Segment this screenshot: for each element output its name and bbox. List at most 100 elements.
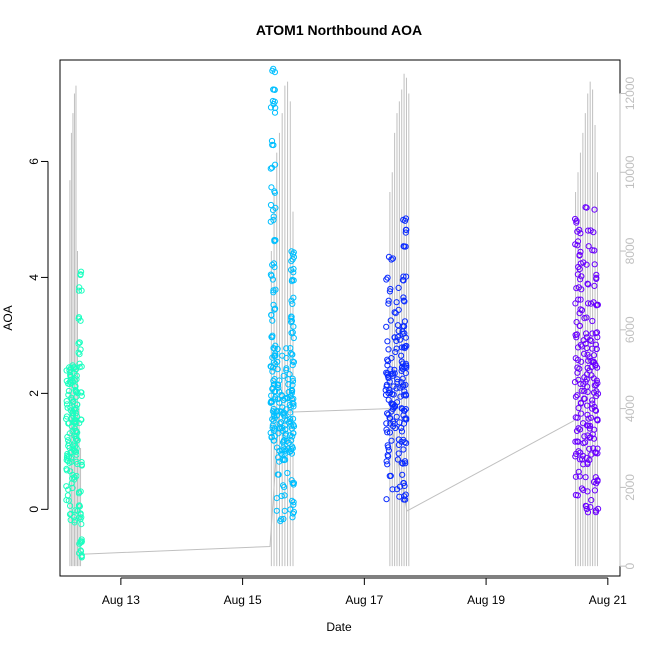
data-point bbox=[391, 366, 398, 373]
data-point bbox=[73, 410, 80, 417]
data-point bbox=[289, 375, 296, 382]
data-point bbox=[575, 296, 582, 303]
data-point bbox=[584, 488, 591, 495]
data-point bbox=[401, 298, 408, 305]
data-point bbox=[273, 412, 281, 419]
data-point bbox=[575, 344, 582, 351]
data-point bbox=[76, 514, 83, 521]
data-point bbox=[281, 507, 288, 514]
data-point bbox=[288, 258, 295, 265]
data-point bbox=[281, 456, 288, 464]
data-point bbox=[593, 275, 600, 282]
data-point bbox=[580, 487, 587, 494]
data-point bbox=[76, 550, 83, 557]
data-point bbox=[269, 317, 276, 324]
data-point bbox=[280, 411, 287, 418]
data-point bbox=[282, 426, 289, 433]
data-point bbox=[583, 334, 591, 341]
x-tick-label: Aug 21 bbox=[589, 593, 627, 607]
data-point bbox=[572, 241, 579, 248]
data-point bbox=[575, 468, 582, 475]
data-point bbox=[289, 480, 296, 487]
data-point bbox=[75, 287, 83, 294]
data-point bbox=[402, 217, 409, 224]
data-point bbox=[574, 356, 582, 363]
data-point bbox=[275, 454, 282, 461]
data-point bbox=[386, 386, 393, 393]
data-point bbox=[389, 486, 396, 493]
data-point bbox=[76, 420, 83, 427]
data-point bbox=[268, 137, 276, 145]
data-point bbox=[576, 266, 583, 273]
data-point bbox=[271, 86, 278, 93]
data-point bbox=[586, 445, 593, 452]
data-point bbox=[68, 380, 75, 387]
data-point bbox=[585, 281, 592, 288]
data-point bbox=[395, 327, 402, 334]
data-point bbox=[65, 391, 72, 398]
data-point bbox=[384, 452, 391, 459]
data-point bbox=[65, 380, 72, 387]
data-point bbox=[271, 109, 279, 116]
data-point bbox=[572, 438, 579, 445]
data-point bbox=[571, 379, 579, 386]
data-point bbox=[395, 306, 402, 313]
data-point bbox=[594, 390, 602, 397]
data-point bbox=[576, 226, 583, 233]
data-point bbox=[70, 399, 77, 406]
data-point bbox=[284, 469, 291, 477]
data-point bbox=[576, 252, 583, 259]
data-point bbox=[398, 364, 406, 371]
data-point bbox=[581, 388, 588, 395]
data-point bbox=[395, 284, 402, 291]
data-point bbox=[399, 405, 406, 412]
scatter-series bbox=[63, 65, 602, 561]
data-point bbox=[577, 276, 584, 283]
data-point bbox=[592, 407, 599, 414]
data-point bbox=[287, 350, 295, 357]
data-point bbox=[592, 474, 599, 481]
data-point bbox=[398, 352, 405, 359]
data-point bbox=[270, 260, 277, 267]
data-point bbox=[402, 381, 409, 388]
data-point bbox=[268, 333, 275, 341]
data-point bbox=[271, 238, 278, 245]
data-point bbox=[289, 381, 296, 389]
data-point bbox=[579, 452, 587, 459]
data-point bbox=[66, 430, 73, 437]
data-point bbox=[576, 426, 584, 433]
data-point bbox=[583, 503, 590, 510]
data-point bbox=[583, 330, 590, 337]
data-point bbox=[71, 448, 78, 455]
data-point bbox=[589, 400, 596, 407]
data-point bbox=[278, 419, 285, 426]
data-point bbox=[290, 400, 297, 407]
data-point bbox=[386, 414, 393, 422]
data-point bbox=[383, 276, 390, 283]
secondary-connector-line bbox=[78, 408, 575, 555]
data-point bbox=[402, 229, 409, 236]
secondary-y-tick-label: 10000 bbox=[623, 155, 637, 189]
data-point bbox=[279, 410, 286, 417]
data-point bbox=[585, 243, 592, 250]
data-point bbox=[582, 474, 589, 481]
data-point bbox=[585, 300, 592, 307]
data-point bbox=[63, 401, 71, 408]
data-point bbox=[289, 378, 297, 385]
data-point bbox=[73, 428, 80, 435]
data-point bbox=[68, 455, 75, 462]
data-point bbox=[589, 247, 596, 254]
data-point bbox=[402, 360, 409, 367]
x-tick-label: Aug 17 bbox=[345, 593, 383, 607]
data-point bbox=[582, 340, 589, 347]
data-point bbox=[268, 312, 275, 319]
data-point bbox=[594, 417, 601, 424]
data-point bbox=[584, 383, 591, 390]
data-point bbox=[584, 280, 591, 287]
data-point bbox=[593, 381, 600, 388]
data-point bbox=[271, 98, 278, 105]
data-point bbox=[384, 461, 391, 468]
data-point bbox=[72, 507, 79, 514]
data-point bbox=[387, 317, 394, 324]
secondary-series bbox=[69, 73, 598, 567]
